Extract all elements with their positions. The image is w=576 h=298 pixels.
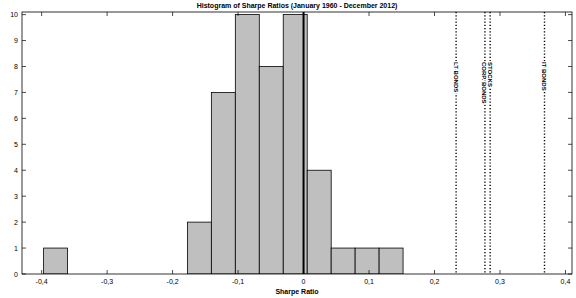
reference-line [489, 12, 490, 274]
y-tick-right [568, 92, 572, 93]
y-tick [22, 40, 26, 41]
x-tick [238, 270, 239, 274]
y-tick [22, 170, 26, 171]
y-tick [22, 66, 26, 67]
y-tick-label: 9 [14, 37, 18, 44]
y-tick [22, 248, 26, 249]
y-tick-label: 0 [14, 271, 18, 278]
x-tick [499, 270, 500, 274]
reference-line [303, 12, 305, 274]
bar [307, 170, 331, 274]
x-tick [41, 270, 42, 274]
bar [235, 15, 259, 274]
y-tick [22, 144, 26, 145]
x-tick-top [303, 12, 304, 16]
y-tick-label: 6 [14, 115, 18, 122]
x-tick-label: 0 [302, 278, 306, 285]
y-tick-label: 3 [14, 193, 18, 200]
y-tick-right [568, 14, 572, 15]
x-tick-label: 0,2 [430, 278, 440, 285]
reference-label: STOCKS [487, 62, 493, 87]
y-tick-label: 10 [10, 11, 18, 18]
reference-label: IT BONDS [541, 62, 547, 91]
bar [44, 248, 68, 274]
x-axis-label: Sharpe Ratio [275, 288, 318, 296]
x-tick-top [41, 12, 42, 16]
plot-bg [22, 12, 572, 274]
x-tick [303, 270, 304, 274]
x-tick [434, 270, 435, 274]
x-tick-top [238, 12, 239, 16]
x-tick-top [172, 12, 173, 16]
y-tick [22, 14, 26, 15]
chart: LT BONDS CORP. BONDSSTOCKS IT BONDS -0,4 -0,… [0, 0, 576, 298]
title: Histogram of Sharpe Ratios (January 1960… [197, 2, 398, 10]
y-tick-right [568, 248, 572, 249]
y-tick-right [568, 40, 572, 41]
y-tick-label: 5 [14, 141, 18, 148]
y-tick-right [568, 196, 572, 197]
plot-marks [44, 12, 545, 274]
reference-line [544, 12, 545, 274]
reference-line [455, 12, 456, 274]
y-tick [22, 274, 26, 275]
frame [22, 12, 572, 274]
y-tick [22, 196, 26, 197]
x-tick-label: 0,4 [561, 278, 571, 285]
y-tick [22, 222, 26, 223]
y-tick-right [568, 118, 572, 119]
x-tick-label: 0,1 [364, 278, 374, 285]
x-tick-label: -0,2 [167, 278, 179, 285]
vline-labels: LT BONDS CORP. BONDSSTOCKS IT BONDS [453, 62, 547, 104]
x-tick [369, 270, 370, 274]
x-tick [565, 270, 566, 274]
y-tick [22, 92, 26, 93]
y-tick-right [568, 144, 572, 145]
x-tick-label: 0,3 [495, 278, 505, 285]
y-tick-right [568, 274, 572, 275]
y-tick-label: 7 [14, 89, 18, 96]
y-tick-label: 1 [14, 245, 18, 252]
x-tick-label: -0,1 [232, 278, 244, 285]
x-tick-label: -0,4 [36, 278, 48, 285]
bar [355, 248, 379, 274]
x-tick-label: -0,3 [101, 278, 113, 285]
x-tick [172, 270, 173, 274]
reference-label: CORP. BONDS [481, 62, 487, 104]
y-tick-label: 2 [14, 219, 18, 226]
x-tick [107, 270, 108, 274]
y-tick-label: 4 [14, 167, 18, 174]
y-tick-right [568, 222, 572, 223]
x-tick-top [565, 12, 566, 16]
x-tick-top [499, 12, 500, 16]
bar [259, 66, 283, 274]
x-tick-top [434, 12, 435, 16]
reference-label: LT BONDS [453, 62, 459, 92]
x-tick-top [107, 12, 108, 16]
y-tick-right [568, 66, 572, 67]
bar [331, 248, 355, 274]
y-tick-label: 8 [14, 63, 18, 70]
x-tick-top [369, 12, 370, 16]
reference-line [484, 12, 485, 274]
y-tick [22, 118, 26, 119]
y-tick-right [568, 170, 572, 171]
bar [187, 222, 211, 274]
bar [211, 92, 235, 274]
bar [379, 248, 403, 274]
